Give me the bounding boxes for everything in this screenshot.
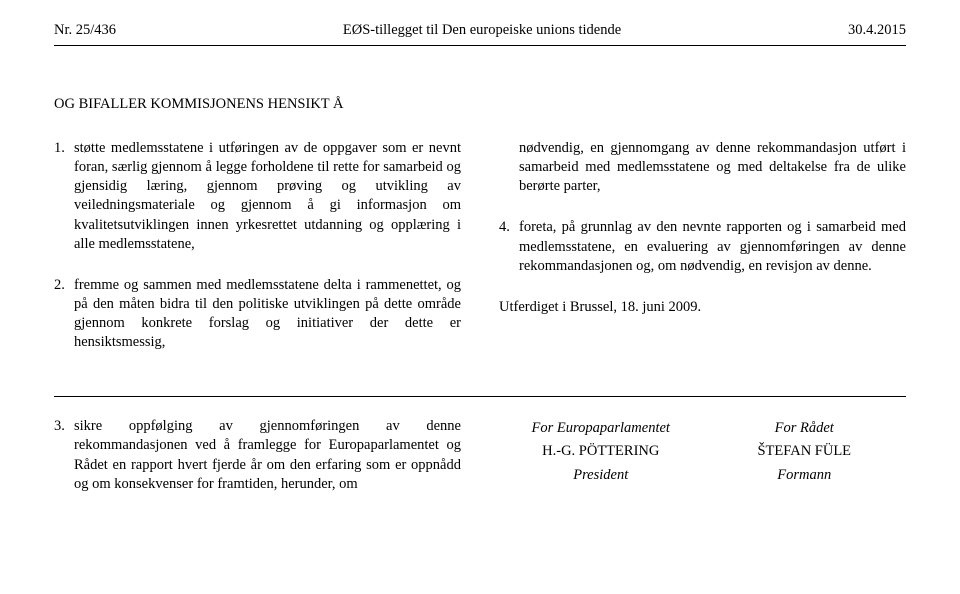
right-column: nødvendig, en gjennomgang av denne rekom… (499, 139, 906, 374)
main-columns: 1. støtte medlemsstatene i utføringen av… (54, 139, 906, 374)
list-item: 1. støtte medlemsstatene i utføringen av… (54, 139, 461, 254)
sig-title: Formann (703, 466, 907, 485)
lead-text: nødvendig, en gjennomgang av denne rekom… (519, 139, 906, 196)
item-text: sikre oppfølging av gjennomføringen av d… (74, 417, 461, 494)
list-item: 4. foreta, på grunnlag av den nevnte rap… (499, 218, 906, 275)
sig-role: For Europaparlamentet (499, 419, 703, 438)
sig-title: President (499, 466, 703, 485)
item-number: 1. (54, 139, 74, 254)
signatures-row: For Europaparlamentet H.-G. PÖTTERING Pr… (499, 419, 906, 484)
lower-left-column: 3. sikre oppfølging av gjennomføringen a… (54, 417, 461, 516)
signature-left: For Europaparlamentet H.-G. PÖTTERING Pr… (499, 419, 703, 484)
item-number: 4. (499, 218, 519, 275)
list-item: 3. sikre oppfølging av gjennomføringen a… (54, 417, 461, 494)
closing-line: Utferdiget i Brussel, 18. juni 2009. (499, 298, 906, 317)
lower-columns: 3. sikre oppfølging av gjennomføringen a… (54, 417, 906, 516)
left-column: 1. støtte medlemsstatene i utføringen av… (54, 139, 461, 374)
header-left: Nr. 25/436 (54, 22, 116, 39)
page-header: Nr. 25/436 EØS-tillegget til Den europei… (54, 22, 906, 46)
item-text: foreta, på grunnlag av den nevnte rappor… (519, 218, 906, 275)
header-center: EØS-tillegget til Den europeiske unions … (116, 22, 848, 39)
sig-name: H.-G. PÖTTERING (499, 442, 703, 461)
signature-right: For Rådet ŠTEFAN FÜLE Formann (703, 419, 907, 484)
list-item: 2. fremme og sammen med medlemsstatene d… (54, 276, 461, 353)
item-number: 3. (54, 417, 74, 494)
lower-right-column: For Europaparlamentet H.-G. PÖTTERING Pr… (499, 417, 906, 516)
lead-paragraph: nødvendig, en gjennomgang av denne rekom… (499, 139, 906, 196)
item-text: fremme og sammen med medlemsstatene delt… (74, 276, 461, 353)
item-number: 2. (54, 276, 74, 353)
sig-name: ŠTEFAN FÜLE (703, 442, 907, 461)
header-right: 30.4.2015 (848, 22, 906, 39)
section-subtitle: OG BIFALLER KOMMISJONENS HENSIKT Å (54, 96, 906, 113)
section-divider (54, 396, 906, 397)
sig-role: For Rådet (703, 419, 907, 438)
item-text: støtte medlemsstatene i utføringen av de… (74, 139, 461, 254)
